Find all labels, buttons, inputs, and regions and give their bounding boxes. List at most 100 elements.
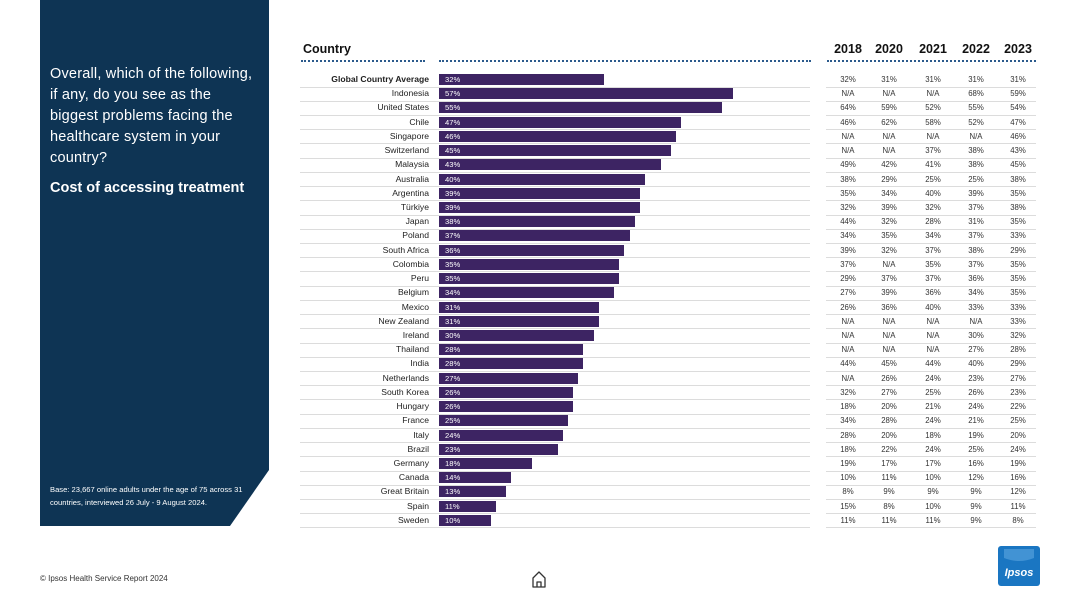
year-value-2021: 24% [925,444,941,454]
row-divider [826,342,1036,344]
year-value-2021: 44% [925,359,941,369]
bar-value-label: 57% [445,89,461,99]
year-value-2022: 37% [968,259,984,269]
year-value-2021: 10% [925,473,941,483]
header-divider-years [827,60,1036,62]
year-value-2020: 26% [881,373,897,383]
year-value-2020: N/A [882,316,896,326]
row-divider [300,527,810,529]
bar [439,372,579,384]
year-value-2021: 18% [925,430,941,440]
bar-value-label: 24% [445,430,461,440]
year-value-2021: 9% [927,487,939,497]
country-label: Türkiye [400,201,429,212]
country-label: South Africa [382,244,429,255]
bar [439,159,661,171]
row-divider [826,442,1036,444]
year-value-2018: 46% [840,117,856,127]
year-value-2020: N/A [882,330,896,340]
bar-value-label: 31% [445,302,461,312]
year-value-2018: 10% [840,473,856,483]
country-label: Peru [410,273,429,284]
country-label: Malaysia [395,159,429,170]
row-divider [300,342,810,344]
country-label: Switzerland [384,145,429,156]
year-value-2018: 37% [840,259,856,269]
country-label: France [402,415,429,426]
row-divider [300,186,810,188]
row-divider [300,143,810,145]
row-divider [826,484,1036,486]
bar-value-label: 39% [445,202,461,212]
row-divider [826,385,1036,387]
row-divider [300,214,810,216]
bar [439,187,640,199]
year-value-2023: 20% [1010,430,1026,440]
year-value-2023: 11% [1010,501,1026,511]
year-value-2020: 32% [881,217,897,227]
year-value-2022: 21% [968,416,984,426]
year-value-2022: 38% [968,245,984,255]
year-value-2020: 42% [881,160,897,170]
year-value-2022: 68% [968,89,984,99]
bar-value-label: 35% [445,259,461,269]
year-value-2018: 38% [840,174,856,184]
year-value-2022: 52% [968,117,984,127]
country-label: Brazil [407,443,430,454]
year-value-2021: 37% [925,274,941,284]
row-divider [300,115,810,117]
year-value-2021: 25% [925,174,941,184]
year-value-2020: 39% [881,202,897,212]
bar [439,258,620,270]
year-value-2023: 38% [1010,202,1026,212]
year-value-2022: N/A [969,131,983,141]
year-value-2023: 19% [1010,458,1026,468]
year-value-2020: 39% [881,288,897,298]
year-value-2018: 32% [840,387,856,397]
base-note: Base: 23,667 online adults under the age… [50,485,243,507]
bar [439,201,640,213]
bar-value-label: 39% [445,188,461,198]
year-value-2018: 15% [840,501,856,511]
row-divider [300,157,810,159]
country-label: Australia [395,173,429,184]
bar [439,415,568,427]
bar-value-label: 45% [445,146,461,156]
year-value-2020: 20% [881,402,897,412]
year-value-2020: 11% [881,473,897,483]
country-label: Indonesia [391,88,429,99]
year-value-2023: 45% [1010,160,1026,170]
year-value-2023: 33% [1010,302,1026,312]
year-value-2020: 35% [881,231,897,241]
year-header-2020: 2020 [875,42,903,56]
year-value-2018: 49% [840,160,856,170]
logo-text: Ipsos [1004,567,1034,579]
bar-value-label: 43% [445,160,461,170]
row-divider [826,498,1036,500]
year-value-2023: 35% [1010,259,1026,269]
bar-value-label: 23% [445,444,461,454]
year-value-2018: 32% [840,75,856,84]
bar [439,244,625,256]
year-value-2022: 38% [968,146,984,156]
row-divider [300,228,810,230]
year-value-2023: 33% [1010,316,1026,326]
bar-value-label: 38% [445,217,461,227]
year-value-2020: 45% [881,359,897,369]
bar [439,386,573,398]
year-value-2022: 24% [968,402,984,412]
year-value-2021: 40% [925,188,941,198]
year-value-2023: 25% [1010,416,1026,426]
bar-value-label: 10% [445,515,461,525]
row-divider [826,129,1036,131]
bar [439,401,573,413]
year-value-2021: N/A [926,131,940,141]
year-value-2022: 37% [968,202,984,212]
row-divider [300,498,810,500]
year-value-2023: 28% [1010,345,1026,355]
home-icon[interactable] [531,570,547,593]
row-divider [826,86,1036,88]
row-divider [826,527,1036,529]
year-value-2018: 8% [842,487,854,497]
year-value-2018: N/A [841,89,855,99]
